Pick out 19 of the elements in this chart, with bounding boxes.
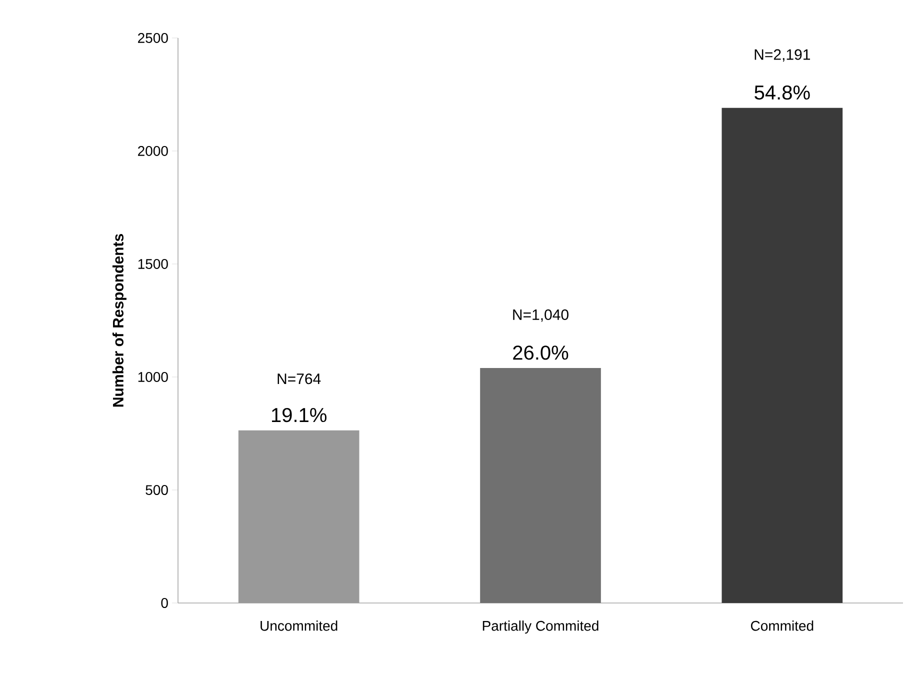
annotation: 19.1% <box>272 408 326 422</box>
y-tick-label: 0 <box>161 598 168 608</box>
y-tick-label: 1000 <box>138 372 168 382</box>
bar <box>480 368 601 603</box>
y-tick-label: 1500 <box>138 259 168 269</box>
x-tick-label: Partially Commited <box>482 620 598 634</box>
data-label: N=764 <box>278 374 321 384</box>
bar <box>722 108 843 603</box>
x-tick-label: Uncommited <box>260 620 338 631</box>
data-label: N=2,191 <box>754 49 810 62</box>
annotation: 26.0% <box>513 346 568 360</box>
bar <box>238 430 360 603</box>
y-tick-label: 500 <box>146 485 168 495</box>
y-tick-label: 2000 <box>138 146 168 156</box>
y-axis-title: Number of Respondents <box>112 234 126 407</box>
annotation: 54.8% <box>754 85 810 100</box>
y-tick-label: 2500 <box>138 33 168 43</box>
x-tick-label: Commited <box>750 620 814 631</box>
data-label: N=1,040 <box>513 309 568 322</box>
